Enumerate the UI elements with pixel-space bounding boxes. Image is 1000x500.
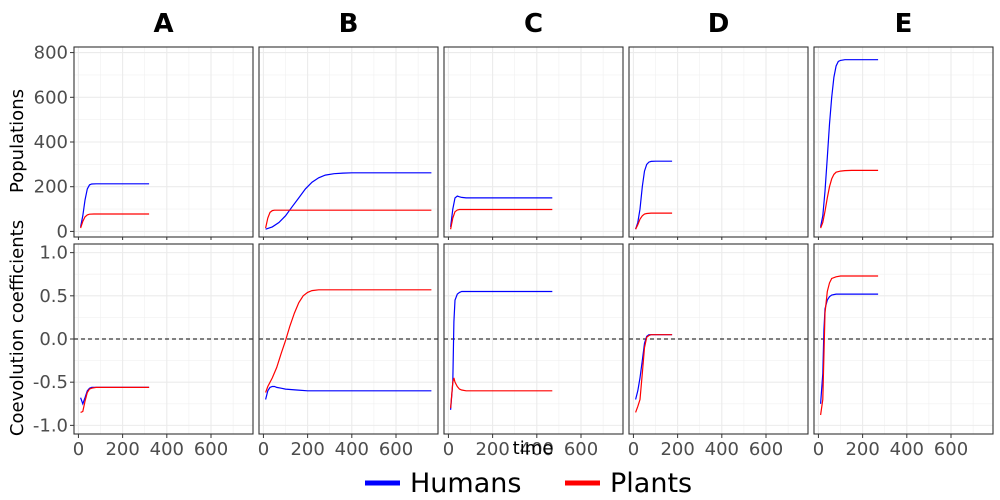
panel-a-populations xyxy=(73,46,254,238)
legend-label-plants: Plants xyxy=(610,468,692,499)
x-tick-label: 0 xyxy=(258,439,269,460)
panel-c-coevolution xyxy=(443,243,624,435)
x-tick-label: 400 xyxy=(335,439,369,460)
panel-e-coevolution xyxy=(813,243,994,435)
series-line-humans xyxy=(80,183,150,228)
y-tick-label: 200 xyxy=(34,177,68,198)
series-line-plants xyxy=(450,208,553,230)
panel-b-coevolution xyxy=(258,243,439,435)
series-line-humans xyxy=(265,172,432,230)
x-tick-label: 200 xyxy=(290,439,324,460)
x-tick-label: 600 xyxy=(194,439,228,460)
x-tick-label: 400 xyxy=(890,439,924,460)
panel-border xyxy=(443,46,624,238)
legend: Humans Plants xyxy=(365,468,692,499)
x-tick-label: 600 xyxy=(564,439,598,460)
panel-title-a: A xyxy=(153,9,173,39)
panel-c-populations xyxy=(443,46,624,238)
panel-border xyxy=(258,46,439,238)
series-line-plants xyxy=(820,169,879,229)
y-tick-label: -0.5 xyxy=(33,372,68,393)
series-line-humans xyxy=(450,290,553,410)
panel-a-coevolution xyxy=(73,243,254,435)
y-axis-title-populations: Populations xyxy=(7,89,28,193)
x-tick-label: 0 xyxy=(813,439,824,460)
y-tick-label: 0.0 xyxy=(39,329,68,350)
y-tick-label: 800 xyxy=(34,43,68,64)
x-tick-label: 200 xyxy=(105,439,139,460)
x-tick-label: 600 xyxy=(934,439,968,460)
panel-border xyxy=(443,243,624,435)
series-line-plants xyxy=(820,275,879,416)
y-tick-label: -1.0 xyxy=(33,415,68,436)
series-line-humans xyxy=(450,195,553,227)
series-line-humans xyxy=(635,160,673,230)
y-axis-title-coevolution: Coevolution coefficients xyxy=(7,220,28,436)
x-tick-label: 0 xyxy=(73,439,84,460)
x-tick-label: 400 xyxy=(150,439,184,460)
panel-border xyxy=(813,46,994,238)
x-tick-label: 400 xyxy=(520,439,554,460)
y-tick-label: 0 xyxy=(57,221,68,242)
x-tick-label: 0 xyxy=(628,439,639,460)
panel-border xyxy=(258,243,439,435)
x-tick-label: 200 xyxy=(660,439,694,460)
x-tick-label: 200 xyxy=(475,439,509,460)
panel-border xyxy=(813,243,994,435)
y-tick-label: 400 xyxy=(34,132,68,153)
panel-d-populations xyxy=(628,46,809,238)
y-tick-label: 1.0 xyxy=(39,243,68,264)
x-tick-label: 600 xyxy=(749,439,783,460)
panel-border xyxy=(628,46,809,238)
panel-border xyxy=(628,243,809,435)
x-axis-title: time xyxy=(513,438,554,459)
y-tick-label: 0.5 xyxy=(39,286,68,307)
series-line-plants xyxy=(80,213,150,229)
series-line-humans xyxy=(820,293,879,404)
panel-title-d: D xyxy=(708,9,730,39)
series-line-humans xyxy=(265,385,432,400)
legend-label-humans: Humans xyxy=(410,468,521,499)
panel-title-b: B xyxy=(339,9,359,39)
panel-d-coevolution xyxy=(628,243,809,435)
series-line-plants xyxy=(450,377,553,409)
series-line-plants xyxy=(265,209,432,229)
x-tick-label: 600 xyxy=(379,439,413,460)
panel-b-populations xyxy=(258,46,439,238)
y-tick-label: 600 xyxy=(34,87,68,108)
panel-title-c: C xyxy=(524,9,543,39)
x-tick-label: 200 xyxy=(845,439,879,460)
panel-title-e: E xyxy=(895,9,913,39)
series-line-plants xyxy=(265,289,432,393)
x-tick-label: 400 xyxy=(705,439,739,460)
series-line-plants xyxy=(635,212,673,230)
series-line-plants xyxy=(635,334,673,413)
series-line-plants xyxy=(80,386,150,413)
panel-e-populations xyxy=(813,46,994,238)
series-line-humans xyxy=(820,59,879,228)
x-tick-label: 0 xyxy=(443,439,454,460)
